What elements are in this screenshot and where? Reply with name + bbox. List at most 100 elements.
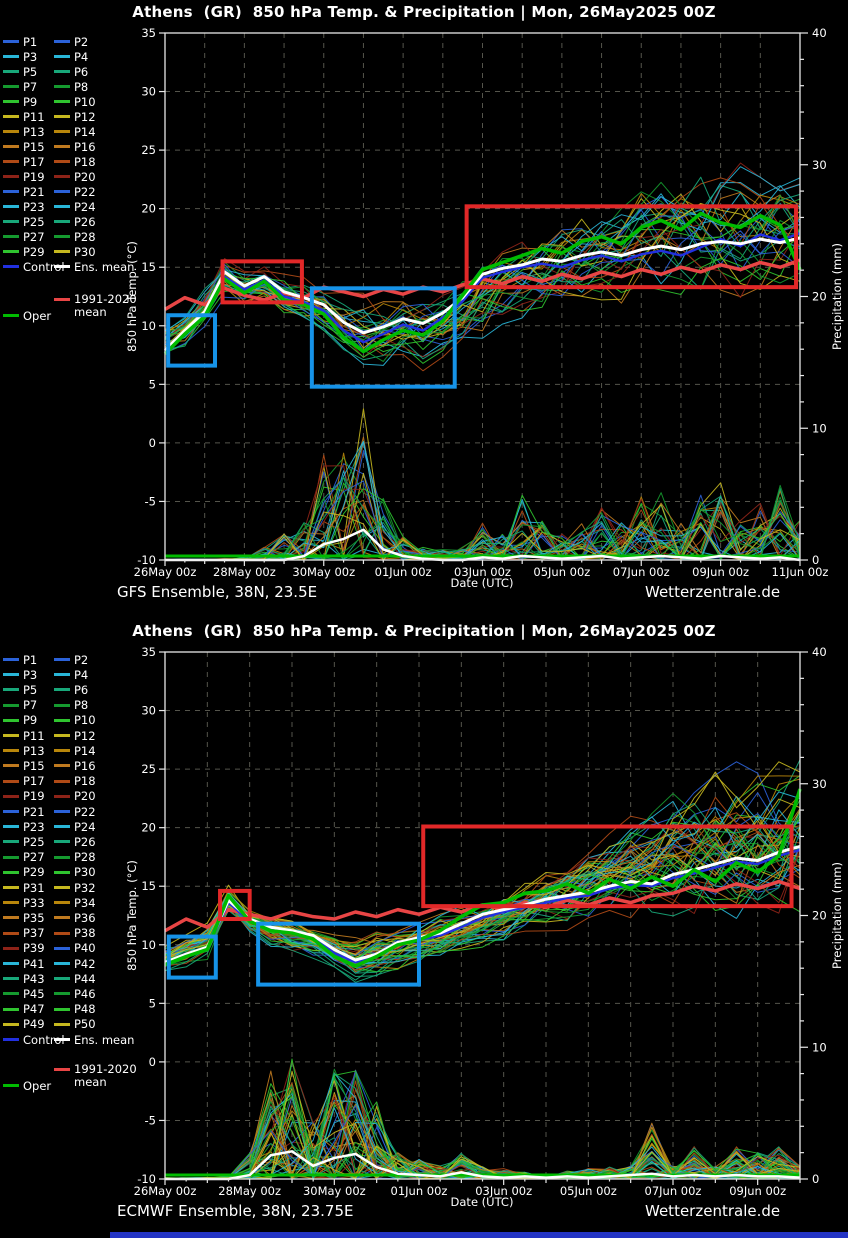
legend-swatch bbox=[3, 160, 19, 163]
svg-text:28May 00z: 28May 00z bbox=[218, 1184, 281, 1198]
legend-swatch bbox=[54, 688, 70, 692]
legend-swatch bbox=[54, 1007, 70, 1011]
legend-label: P23 bbox=[23, 819, 45, 834]
legend-swatch bbox=[3, 235, 19, 238]
legend-swatch bbox=[3, 1038, 19, 1041]
legend-entry: P19 bbox=[3, 169, 45, 184]
legend-entry: P8 bbox=[54, 698, 88, 713]
legend-label: P19 bbox=[23, 789, 45, 804]
legend-entry: P6 bbox=[54, 682, 88, 697]
svg-text:Precipitation (mm): Precipitation (mm) bbox=[830, 243, 844, 350]
svg-text:20: 20 bbox=[812, 909, 827, 923]
legend-swatch bbox=[3, 85, 19, 88]
svg-text:20: 20 bbox=[812, 290, 827, 304]
svg-text:0: 0 bbox=[812, 1172, 819, 1186]
legend-entry: P28 bbox=[54, 229, 96, 244]
legend-swatch bbox=[3, 825, 19, 829]
legend-label: P28 bbox=[74, 850, 96, 865]
legend-label: P20 bbox=[74, 169, 96, 184]
svg-text:10: 10 bbox=[141, 319, 156, 333]
x-axis-label: Date (UTC) bbox=[450, 1195, 514, 1209]
legend-swatch bbox=[54, 734, 70, 737]
legend-label: P14 bbox=[74, 743, 96, 758]
gfs-chart-canvas: -10 -5 0 5 10 15 20 25 30 35 0 10 20 30 40 26May 00z 28M… bbox=[125, 26, 844, 579]
legend-entry: P5 bbox=[3, 682, 37, 697]
svg-text:35: 35 bbox=[141, 26, 156, 40]
legend-label: P37 bbox=[23, 926, 45, 941]
legend-label: P10 bbox=[74, 713, 96, 728]
legend-label: P28 bbox=[74, 229, 96, 244]
legend-swatch bbox=[54, 779, 70, 783]
legend-label: P21 bbox=[23, 184, 45, 199]
legend-label: P11 bbox=[23, 109, 45, 124]
legend-swatch bbox=[54, 810, 70, 813]
svg-text:26May 00z: 26May 00z bbox=[134, 565, 197, 579]
legend-swatch bbox=[54, 130, 70, 133]
svg-text:-10: -10 bbox=[137, 553, 156, 567]
legend-label: Ens. mean bbox=[74, 1032, 135, 1047]
legend-entry: P15 bbox=[3, 758, 45, 773]
legend-label: P23 bbox=[23, 199, 45, 214]
legend-label: P17 bbox=[23, 774, 45, 789]
legend-swatch bbox=[54, 220, 70, 223]
gfs-ensemble-panel: -10 -5 0 5 10 15 20 25 30 35 0 10 20 30 40 26May 00z 28M… bbox=[3, 3, 844, 601]
legend-swatch bbox=[3, 658, 19, 661]
legend-entry: P1 bbox=[3, 652, 37, 667]
legend-entry: P12 bbox=[54, 109, 96, 124]
legend-label: P2 bbox=[74, 652, 89, 667]
legend-label: 1991-2020 mean bbox=[74, 292, 137, 319]
svg-text:03Jun 00z: 03Jun 00z bbox=[454, 565, 511, 579]
legend-swatch bbox=[3, 688, 19, 692]
legend-swatch bbox=[54, 265, 70, 268]
legend-label: P26 bbox=[74, 214, 96, 229]
legend-swatch bbox=[3, 190, 19, 193]
svg-text:30: 30 bbox=[141, 704, 156, 718]
legend-label: P14 bbox=[74, 124, 96, 139]
legend-swatch bbox=[3, 749, 19, 753]
legend-swatch bbox=[3, 130, 19, 133]
legend-entry: P30 bbox=[54, 865, 96, 880]
legend-label: P30 bbox=[74, 244, 96, 259]
legend-entry: P13 bbox=[3, 124, 45, 139]
legend-swatch bbox=[54, 235, 70, 238]
legend-entry: P14 bbox=[54, 743, 96, 758]
legend-label: P3 bbox=[23, 49, 38, 64]
legend-swatch bbox=[54, 870, 70, 874]
legend-entry: P24 bbox=[54, 819, 96, 834]
legend-swatch bbox=[3, 916, 19, 920]
svg-text:Precipitation (mm): Precipitation (mm) bbox=[830, 862, 844, 969]
legend-swatch bbox=[54, 55, 70, 58]
legend-swatch bbox=[3, 840, 19, 844]
legend-label: P22 bbox=[74, 804, 96, 819]
svg-text:25: 25 bbox=[141, 762, 156, 776]
legend-entry: P16 bbox=[54, 139, 96, 154]
legend-entry: P22 bbox=[54, 184, 96, 199]
svg-text:850 hPa Temp. (°C): 850 hPa Temp. (°C) bbox=[125, 241, 139, 352]
legend-label: P22 bbox=[74, 184, 96, 199]
legend-label: P3 bbox=[23, 667, 38, 682]
legend-swatch bbox=[54, 1068, 70, 1071]
legend-swatch bbox=[54, 40, 70, 43]
legend-swatch bbox=[3, 855, 19, 859]
legend-entry: P19 bbox=[3, 789, 45, 804]
legend-label: P8 bbox=[74, 79, 89, 94]
legend-entry: P42 bbox=[54, 956, 96, 971]
legend-swatch bbox=[54, 658, 70, 661]
legend-label: P19 bbox=[23, 169, 45, 184]
legend-label: P12 bbox=[74, 728, 96, 743]
legend-swatch bbox=[3, 673, 19, 677]
legend-entry: P28 bbox=[54, 850, 96, 865]
svg-text:30May 00z: 30May 00z bbox=[292, 565, 355, 579]
legend-label: P13 bbox=[23, 124, 45, 139]
svg-text:03Jun 00z: 03Jun 00z bbox=[475, 1184, 532, 1198]
legend-entry: P29 bbox=[3, 244, 45, 259]
svg-text:-5: -5 bbox=[145, 494, 156, 508]
legend-entry: P7 bbox=[3, 698, 37, 713]
legend-swatch bbox=[54, 703, 70, 707]
legend-entry: P25 bbox=[3, 214, 45, 229]
legend-entry: P14 bbox=[54, 124, 96, 139]
legend-entry: P9 bbox=[3, 713, 37, 728]
legend-entry: P45 bbox=[3, 986, 45, 1001]
legend-entry: P15 bbox=[3, 139, 45, 154]
legend-swatch bbox=[54, 160, 70, 163]
